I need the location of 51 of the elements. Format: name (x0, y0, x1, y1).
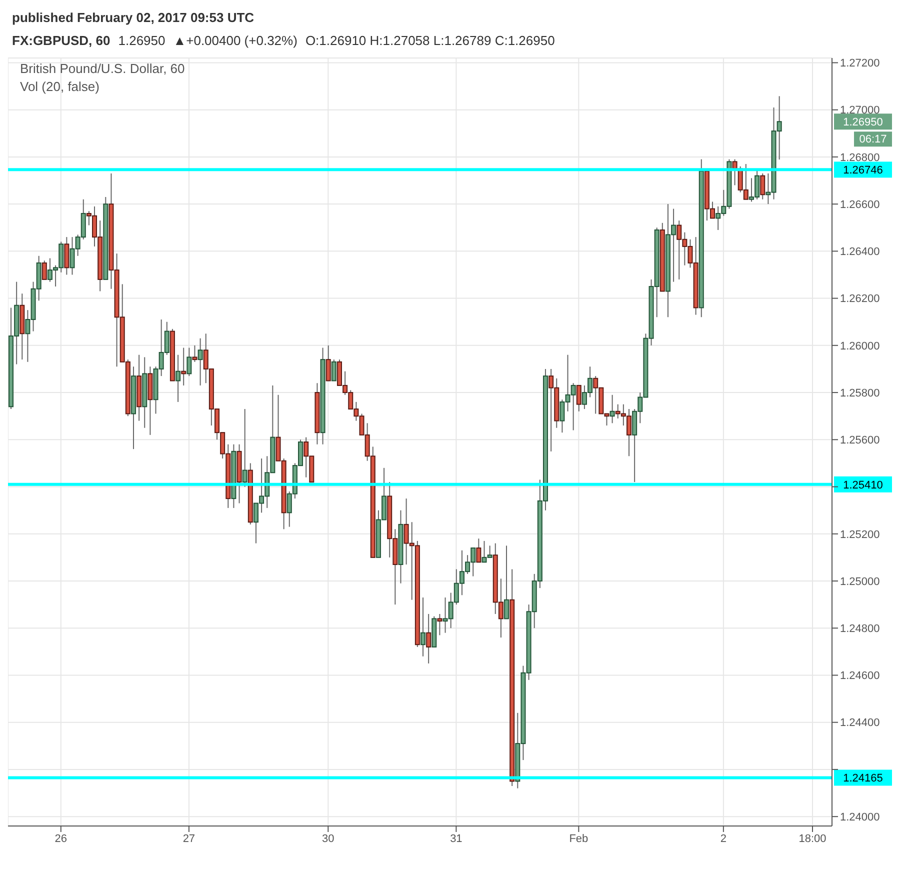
candlestick (504, 545, 510, 620)
y-tick-label: 1.24000 (840, 811, 880, 824)
y-tick-label: 1.26800 (840, 152, 880, 164)
candlestick (331, 359, 336, 382)
candlestick (64, 236, 70, 276)
text: FX:GBPUSD, 60 (12, 33, 110, 48)
x-tick-label: Feb (569, 832, 588, 845)
candlestick (181, 347, 186, 386)
candlestick (420, 596, 426, 657)
y-tick-label: 1.24600 (840, 670, 880, 682)
y-tick-label: 1.24800 (840, 623, 880, 636)
candlestick (426, 613, 432, 664)
ref-line-label: 1.26746 (843, 164, 883, 177)
x-tick-label: 18:00 (798, 832, 826, 845)
text: 1.26950 (843, 116, 883, 129)
y-tick-label: 1.24400 (840, 717, 880, 730)
candlestick (576, 384, 582, 412)
y-tick-label: 1.26600 (840, 198, 880, 211)
x-tick-label: 2 (720, 832, 726, 845)
y-tick-label: 1.26200 (840, 293, 880, 306)
candlestick (437, 613, 442, 636)
y-tick-label: 1.25200 (840, 528, 880, 541)
ref-line-label: 1.24165 (843, 772, 883, 785)
candlestick (186, 347, 192, 377)
text: 1.26950 (118, 33, 166, 48)
candlestick (42, 260, 47, 280)
y-tick-label: 1.26400 (840, 246, 880, 258)
candlestick (326, 344, 331, 382)
candlestick (760, 172, 766, 200)
x-tick-label: 31 (450, 832, 462, 845)
text: published February 02, 2017 09:53 UTC (12, 10, 256, 25)
x-tick-label: 30 (322, 832, 334, 845)
x-tick-label: 27 (182, 832, 196, 845)
y-tick-label: 1.27200 (840, 58, 880, 70)
candlestick (176, 354, 181, 402)
candlestick (192, 344, 198, 362)
candlestick (198, 338, 203, 386)
ref-line-label: 1.25410 (843, 479, 883, 492)
candlestick (242, 408, 248, 488)
chart-title: British Pound/U.S. Dollar, 60 (20, 60, 185, 78)
y-tick-label: 1.25800 (840, 387, 880, 400)
candlestick (476, 538, 482, 563)
text: 06:17 (859, 134, 887, 146)
x-tick-label: 26 (54, 832, 68, 845)
y-tick-label: 1.25000 (840, 576, 880, 588)
y-tick-label: 1.26000 (840, 340, 880, 352)
y-tick-label: 1.25600 (840, 434, 880, 447)
candlestick (610, 394, 615, 424)
text: Vol (20, false) (20, 78, 100, 96)
text: O:1.26910 H:1.27058 L:1.26789 C:1.26950 (305, 33, 555, 48)
text: ▲+0.00400 (+0.32%) (173, 33, 298, 48)
